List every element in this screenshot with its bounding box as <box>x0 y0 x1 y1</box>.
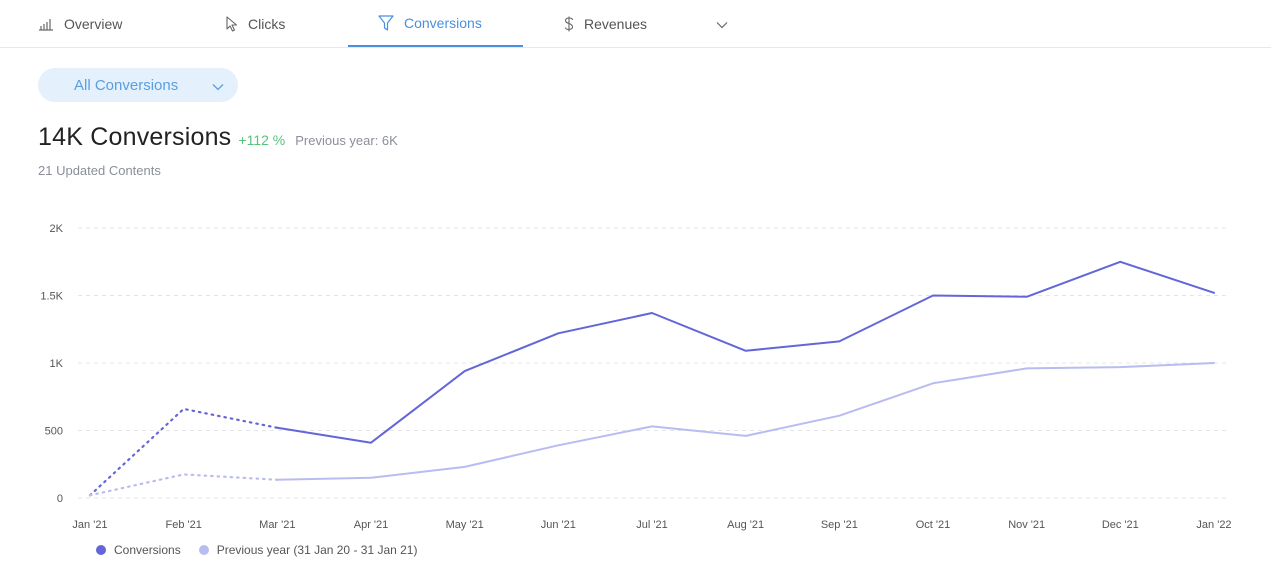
tab-clicks-label: Clicks <box>248 15 286 32</box>
x-tick-label: Oct '21 <box>916 519 951 531</box>
tab-overview[interactable]: Overview <box>38 0 178 47</box>
y-tick-label: 0 <box>57 493 63 505</box>
x-tick-label: Mar '21 <box>259 519 295 531</box>
tab-conversions[interactable]: Conversions <box>348 0 523 47</box>
x-tick-label: Jan '22 <box>1196 519 1231 531</box>
x-tick-label: Dec '21 <box>1102 519 1139 531</box>
x-tick-label: May '21 <box>446 519 484 531</box>
series-line-conversions-projected <box>88 407 279 497</box>
legend-item-previous-year[interactable]: Previous year (31 Jan 20 - 31 Jan 21) <box>198 543 418 557</box>
conversion-summary: 14K Conversions +112 % Previous year: 6K <box>38 123 398 152</box>
legend-swatch <box>198 545 209 555</box>
conversion-filter-value: All Conversions <box>74 76 179 94</box>
series-line-previous-year <box>276 362 1215 481</box>
tab-revenues[interactable]: Revenues <box>564 0 694 47</box>
previous-year-value: Previous year: 6K <box>295 133 398 148</box>
bar-chart-icon <box>38 17 54 31</box>
cursor-icon <box>226 15 238 32</box>
y-tick-label: 500 <box>45 426 63 438</box>
dollar-icon <box>564 16 574 32</box>
chevron-down-icon <box>716 16 728 32</box>
y-tick-label: 1K <box>50 358 64 370</box>
x-tick-label: Sep '21 <box>821 519 858 531</box>
change-percentage: +112 % <box>238 132 286 148</box>
legend-label: Previous year (31 Jan 20 - 31 Jan 21) <box>216 543 418 557</box>
series-line-conversions <box>276 260 1215 444</box>
tab-conversions-label: Conversions <box>404 14 482 31</box>
legend-item-conversions[interactable]: Conversions <box>96 543 181 557</box>
y-tick-label: 1.5K <box>40 291 63 303</box>
y-tick-label: 2K <box>50 223 64 235</box>
conversions-line-chart: 0 500 1K 1.5K 2K Jan '21 Feb '21 Mar '21 Apr '21… <box>40 223 1231 531</box>
x-tick-label: Jan '21 <box>72 519 107 531</box>
series-line-previous-year-projected <box>88 473 279 497</box>
legend-swatch <box>96 545 106 555</box>
chevron-down-icon <box>212 78 224 95</box>
x-tick-label: Jun '21 <box>541 519 576 531</box>
x-tick-label: Feb '21 <box>165 519 201 531</box>
total-conversions: 14K Conversions <box>38 123 232 151</box>
chart-legend: Conversions Previous year (31 Jan 20 - 3… <box>96 543 435 557</box>
legend-label: Conversions <box>114 543 181 557</box>
funnel-icon <box>378 14 394 31</box>
tabs-more-button[interactable] <box>716 0 736 47</box>
x-tick-label: Apr '21 <box>354 519 389 531</box>
tab-bar: Overview Clicks Conversions Revenues <box>0 0 1271 48</box>
tab-clicks[interactable]: Clicks <box>226 0 346 47</box>
x-tick-label: Jul '21 <box>636 519 667 531</box>
updated-contents-count: 21 Updated Contents <box>38 163 161 178</box>
tab-revenues-label: Revenues <box>584 15 648 32</box>
x-tick-label: Aug '21 <box>727 519 764 531</box>
conversion-filter-dropdown[interactable]: All Conversions <box>38 68 238 102</box>
tab-overview-label: Overview <box>64 15 123 32</box>
x-tick-label: Nov '21 <box>1008 519 1045 531</box>
